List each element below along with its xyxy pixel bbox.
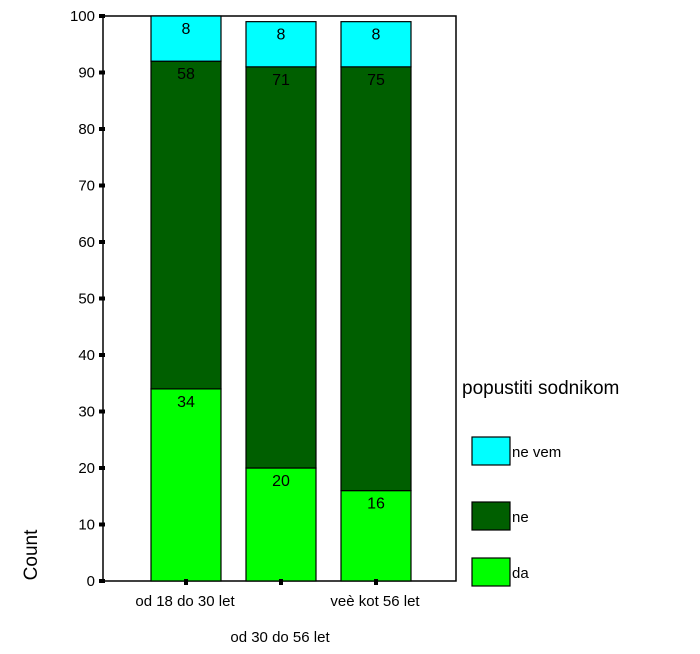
y-tick-label: 80 bbox=[78, 121, 95, 138]
y-tick-mark bbox=[99, 579, 105, 583]
bar-segment bbox=[245, 21, 317, 68]
x-tick-mark bbox=[374, 579, 378, 585]
y-tick-mark bbox=[99, 183, 105, 188]
legend: popustiti sodnikom ne vem ne da bbox=[462, 378, 619, 587]
x-tick-label: veè kot 56 let bbox=[330, 593, 420, 610]
legend-label: da bbox=[512, 565, 529, 582]
x-tick-label: od 30 do 56 let bbox=[230, 629, 330, 646]
data-label: 16 bbox=[367, 496, 385, 513]
y-tick-label: 60 bbox=[78, 234, 95, 251]
x-axis: od 18 do 30 let od 30 do 56 let veè kot 56… bbox=[135, 579, 420, 646]
data-label: 8 bbox=[372, 27, 381, 44]
y-tick-label: 100 bbox=[70, 8, 95, 25]
data-label: 58 bbox=[177, 66, 195, 83]
plot-area: 34 58 8 20 71 8 16 75 8 bbox=[102, 15, 457, 582]
y-tick-mark bbox=[99, 296, 105, 301]
data-label: 34 bbox=[177, 394, 195, 411]
data-label: 71 bbox=[272, 72, 290, 89]
y-tick-label: 10 bbox=[78, 517, 95, 534]
bar-segment bbox=[340, 490, 412, 582]
y-tick-label: 20 bbox=[78, 460, 95, 477]
y-tick-mark bbox=[99, 70, 105, 75]
data-label: 8 bbox=[277, 27, 286, 44]
legend-label: ne bbox=[512, 509, 529, 526]
legend-swatch bbox=[471, 557, 511, 587]
y-tick-mark bbox=[99, 409, 105, 414]
bar-segment bbox=[150, 388, 222, 582]
bar-segment bbox=[340, 21, 412, 68]
y-tick-mark bbox=[99, 14, 105, 18]
y-tick-mark bbox=[99, 240, 105, 244]
y-tick-label: 70 bbox=[78, 178, 95, 195]
legend-title: popustiti sodnikom bbox=[462, 378, 619, 399]
data-label: 8 bbox=[182, 21, 191, 38]
x-tick-mark bbox=[184, 579, 188, 585]
y-tick-label: 50 bbox=[78, 291, 95, 308]
y-tick-mark bbox=[99, 353, 105, 357]
bar-segment bbox=[150, 60, 222, 390]
x-tick-label: od 18 do 30 let bbox=[135, 593, 235, 610]
y-tick-mark bbox=[99, 466, 105, 470]
y-tick-mark bbox=[99, 127, 105, 131]
y-tick-label: 30 bbox=[78, 404, 95, 421]
y-tick-label: 90 bbox=[78, 65, 95, 82]
y-tick-label: 0 bbox=[87, 573, 95, 590]
x-tick-mark bbox=[279, 579, 283, 585]
bar-segment bbox=[150, 15, 222, 62]
legend-swatch bbox=[471, 436, 511, 466]
y-tick-mark bbox=[99, 522, 105, 527]
legend-label: ne vem bbox=[512, 444, 561, 461]
data-label: 20 bbox=[272, 473, 290, 490]
y-axis-title: Count bbox=[21, 529, 42, 580]
bar-segment bbox=[245, 66, 317, 469]
bar-segment bbox=[340, 66, 412, 492]
y-tick-label: 40 bbox=[78, 347, 95, 364]
bar-segment bbox=[245, 467, 317, 582]
data-label: 75 bbox=[367, 72, 385, 89]
legend-swatch bbox=[471, 501, 511, 531]
y-axis: 0 10 20 30 40 50 60 70 80 90 100 bbox=[70, 8, 105, 590]
